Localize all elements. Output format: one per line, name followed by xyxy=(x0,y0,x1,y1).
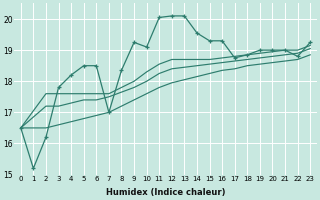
X-axis label: Humidex (Indice chaleur): Humidex (Indice chaleur) xyxy=(106,188,225,197)
